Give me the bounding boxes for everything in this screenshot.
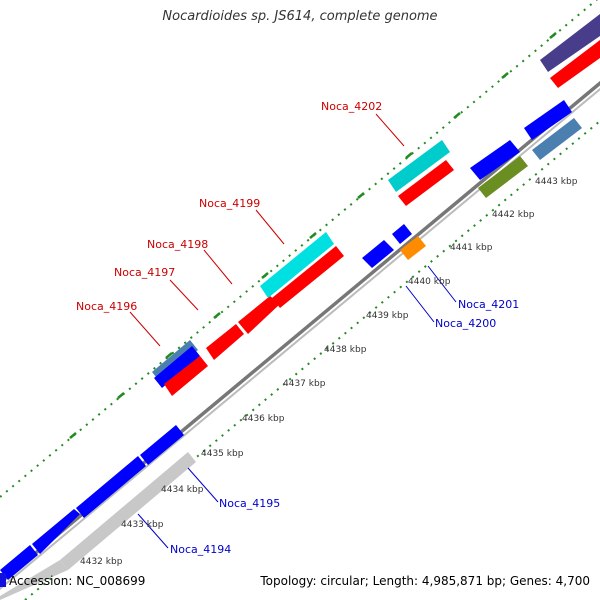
scale-label-4433: 4433 kbp xyxy=(121,520,164,530)
outer-major-ticks xyxy=(69,32,557,439)
outer-tick-track xyxy=(0,0,598,498)
steel-feature-4443 xyxy=(532,118,582,160)
label-noca-4199[interactable]: Noca_4199 xyxy=(199,197,260,210)
cyan-feature-4199 xyxy=(260,232,334,298)
scale-label-4443: 4443 kbp xyxy=(535,177,578,187)
reverse-gene-labels: Noca_4201 Noca_4200 Noca_4195 Noca_4194 xyxy=(170,298,519,556)
red-gene-top-right[interactable] xyxy=(550,40,600,88)
scale-label-4441: 4441 kbp xyxy=(450,243,493,253)
label-noca-4197[interactable]: Noca_4197 xyxy=(114,266,175,279)
scale-label-4440: 4440 kbp xyxy=(408,277,451,287)
scale-label-4439: 4439 kbp xyxy=(366,311,409,321)
gene-noca-4195[interactable] xyxy=(76,456,146,518)
gene-noca-4194-b[interactable] xyxy=(32,509,80,554)
gene-noca-4196[interactable] xyxy=(164,356,208,396)
reverse-gene-4443[interactable] xyxy=(524,100,572,140)
grey-feature xyxy=(60,452,196,570)
scale-label-4434: 4434 kbp xyxy=(161,485,204,495)
label-noca-4201[interactable]: Noca_4201 xyxy=(458,298,519,311)
topology-text: Topology: circular; Length: 4,985,871 bp… xyxy=(260,574,590,588)
cyan-feature-4202 xyxy=(388,140,450,192)
blue-feature-4196 xyxy=(154,346,200,388)
forward-genes xyxy=(152,14,600,396)
navy-feature xyxy=(540,14,600,72)
label-noca-4198[interactable]: Noca_4198 xyxy=(147,238,208,251)
grey-feature-lower xyxy=(0,560,68,600)
scale-label-4436: 4436 kbp xyxy=(242,414,285,424)
label-noca-4196[interactable]: Noca_4196 xyxy=(76,300,137,313)
scale-label-4435: 4435 kbp xyxy=(201,449,244,459)
accession-text: Accession: NC_008699 xyxy=(9,574,146,588)
gene-noca-4201[interactable] xyxy=(400,236,426,260)
olive-feature xyxy=(478,156,528,198)
gene-noca-4194[interactable] xyxy=(0,545,38,580)
reverse-gene-4442[interactable] xyxy=(470,140,520,180)
label-leaders xyxy=(129,113,457,549)
gene-noca-4200-b[interactable] xyxy=(392,224,412,244)
gene-noca-4202[interactable] xyxy=(398,160,454,206)
scale-label-4432: 4432 kbp xyxy=(80,557,123,567)
label-noca-4200[interactable]: Noca_4200 xyxy=(435,317,496,330)
gene-noca-4200[interactable] xyxy=(362,240,394,268)
scale-label-4437: 4437 kbp xyxy=(283,379,326,389)
legend-swatch xyxy=(0,573,6,587)
forward-gene-labels: Noca_4202 Noca_4199 Noca_4198 Noca_4197 … xyxy=(76,100,382,313)
gene-noca-4195-b[interactable] xyxy=(140,425,184,465)
gene-noca-4199[interactable] xyxy=(272,246,344,308)
label-noca-4195[interactable]: Noca_4195 xyxy=(219,497,280,510)
scale-labels: 4432 kbp 4433 kbp 4434 kbp 4435 kbp 4436… xyxy=(80,177,578,567)
label-noca-4202[interactable]: Noca_4202 xyxy=(321,100,382,113)
label-noca-4194[interactable]: Noca_4194 xyxy=(170,543,231,556)
map-title: Nocardioides sp. JS614, complete genome xyxy=(162,9,438,24)
gene-noca-4198[interactable] xyxy=(238,296,280,334)
reverse-genes xyxy=(0,100,582,600)
gene-noca-4197[interactable] xyxy=(206,324,244,360)
scale-label-4438: 4438 kbp xyxy=(324,345,367,355)
scale-label-4442: 4442 kbp xyxy=(492,210,535,220)
